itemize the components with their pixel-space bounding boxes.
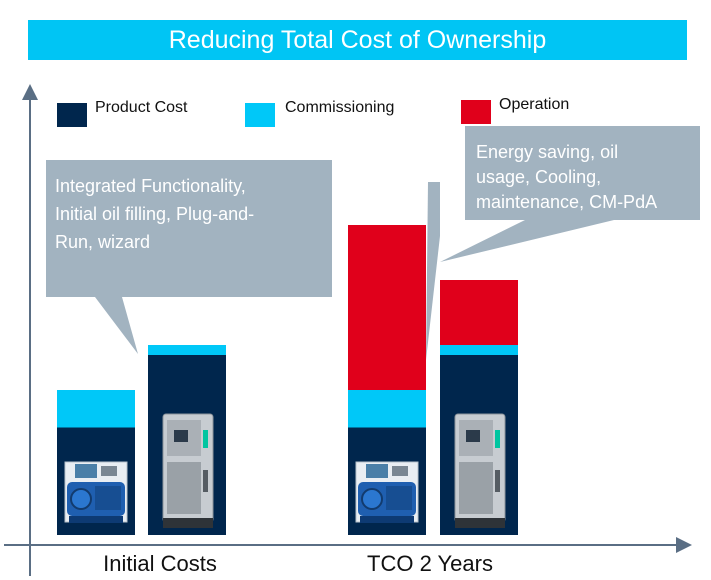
bar-4-commissioning (440, 345, 518, 355)
compressor-unit-image-1 (64, 461, 128, 523)
cabinet-unit-image-1 (162, 413, 214, 528)
legend-label-operation: Operation (499, 96, 569, 113)
legend: Product Cost Commissioning Operation (57, 96, 569, 127)
callout-tco: Energy saving, oil usage, Cooling, maint… (426, 126, 700, 360)
legend-swatch-product-cost (57, 103, 87, 127)
callout-initial-line-3: Run, wizard (55, 232, 150, 252)
legend-swatch-commissioning (245, 103, 275, 127)
callout-initial: Integrated Functionality, Initial oil fi… (46, 160, 332, 354)
legend-swatch-operation (461, 100, 491, 124)
callout-tco-line-1: Energy saving, oil (476, 142, 618, 162)
bar-4-operation (440, 280, 518, 345)
callout-tco-line-2: usage, Cooling, (476, 167, 601, 187)
bar-3-operation (348, 225, 426, 390)
category-label-tco-2-years: TCO 2 Years (367, 551, 493, 576)
cabinet-unit-image-2 (454, 413, 506, 528)
legend-label-commissioning: Commissioning (285, 99, 394, 116)
callout-tco-box (440, 126, 700, 262)
chart-title: Reducing Total Cost of Ownership (28, 20, 687, 60)
compressor-unit-image-2 (355, 461, 419, 523)
callout-tco-pointer (426, 182, 440, 360)
callout-initial-box (46, 160, 332, 354)
callout-initial-line-1: Integrated Functionality, (55, 176, 246, 196)
bar-1-commissioning (57, 390, 135, 428)
category-label-initial-costs: Initial Costs (103, 551, 217, 576)
equipment-images (64, 413, 506, 528)
callout-tco-line-3: maintenance, CM-PdA (476, 192, 657, 212)
bar-2-commissioning (148, 345, 226, 355)
bar-3-commissioning (348, 390, 426, 428)
legend-label-product-cost: Product Cost (95, 99, 188, 116)
callout-initial-line-2: Initial oil filling, Plug-and- (55, 204, 254, 224)
